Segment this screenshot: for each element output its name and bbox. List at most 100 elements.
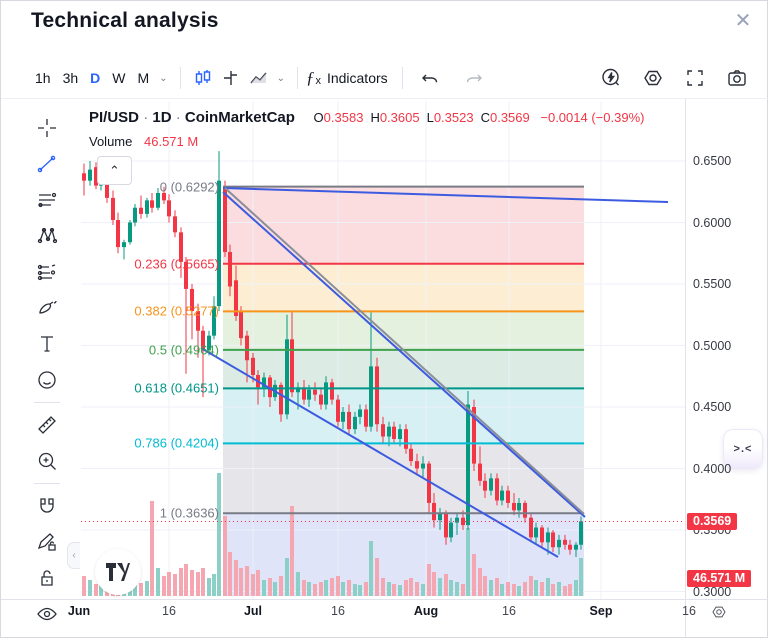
volume-bar <box>207 578 211 596</box>
lock-all-tool-icon[interactable] <box>30 561 64 595</box>
trend-line-drawing[interactable] <box>222 187 669 203</box>
volume-legend: Volume 46.571 M <box>89 134 198 149</box>
fib-label-0: 0 (0.6292) <box>159 179 219 195</box>
fib-retracement-tool-icon[interactable] <box>30 183 64 217</box>
magnet-tool-icon[interactable] <box>30 489 64 523</box>
fullscreen-icon[interactable] <box>681 64 709 92</box>
candle <box>432 502 436 521</box>
volume-bar <box>540 582 544 596</box>
volume-bar <box>512 584 516 596</box>
candle <box>128 222 132 243</box>
candle <box>557 539 561 548</box>
minimize-widget-button[interactable]: >.< <box>723 429 763 469</box>
volume-bar <box>223 516 227 596</box>
interval-chevron-icon[interactable]: ⌄ <box>159 72 168 84</box>
volume-label: Volume <box>89 134 133 149</box>
volume-bar <box>409 578 413 596</box>
crosshair-tool-icon[interactable] <box>30 111 64 145</box>
volume-bar <box>256 570 260 596</box>
trend-line-tool-icon[interactable] <box>30 147 64 181</box>
candle <box>179 232 183 262</box>
drawing-lock-tool-icon[interactable] <box>30 525 64 559</box>
volume-bar <box>296 572 300 596</box>
xabcd-pattern-tool-icon[interactable] <box>30 219 64 253</box>
fib-band <box>223 263 584 312</box>
candle <box>369 366 373 427</box>
brush-tool-icon[interactable] <box>30 291 64 325</box>
fib-band <box>223 311 584 350</box>
candle <box>279 384 283 415</box>
zoom-in-tool-icon[interactable] <box>30 444 64 478</box>
redo-icon[interactable] <box>459 64 487 92</box>
trend-line-drawing[interactable] <box>224 187 585 515</box>
interval-button-d[interactable]: D <box>90 70 101 86</box>
text-tool-icon[interactable] <box>30 327 64 361</box>
candle <box>319 394 323 405</box>
candle <box>162 192 166 201</box>
collapse-drawing-toolbar-icon[interactable]: ‹ <box>67 542 80 569</box>
bar-change-icon[interactable] <box>217 64 245 92</box>
emoji-tool-icon[interactable] <box>30 363 64 397</box>
candle <box>483 480 487 491</box>
candle <box>307 389 311 400</box>
volume-bar <box>461 584 465 596</box>
price-tick-label: 0.5000 <box>693 338 732 353</box>
undo-icon[interactable] <box>417 64 445 92</box>
interval-button-1h[interactable]: 1h <box>35 70 51 86</box>
interval-button-w[interactable]: W <box>112 70 126 86</box>
volume-bar <box>330 578 334 596</box>
fib-band <box>223 443 584 514</box>
style-chevron-icon[interactable]: ⌄ <box>276 72 285 84</box>
volume-bar <box>319 582 323 596</box>
time-tick-label: Jul <box>243 604 263 618</box>
modal-title: Technical analysis <box>31 9 219 32</box>
time-tick-label: Aug <box>413 604 439 618</box>
fib-label-0.382: 0.382 (0.5277) <box>134 303 219 319</box>
candlestick-style-icon[interactable] <box>189 64 217 92</box>
interval-button-m[interactable]: M <box>137 70 150 86</box>
volume-bar <box>307 582 311 596</box>
candle <box>534 527 538 538</box>
candle <box>94 167 98 186</box>
volume-bar <box>551 584 555 596</box>
axis-settings-icon[interactable] <box>707 601 731 623</box>
close-icon[interactable]: ✕ <box>734 10 752 32</box>
volume-bar <box>234 560 238 596</box>
forecast-tool-icon[interactable] <box>30 255 64 289</box>
volume-bar <box>184 564 188 596</box>
volume-bar <box>212 574 216 596</box>
volume-bar <box>150 501 154 596</box>
volume-bar <box>557 582 561 596</box>
volume-bar <box>201 568 205 596</box>
interval-button-3h[interactable]: 3h <box>62 70 79 86</box>
volume-bar <box>579 558 583 596</box>
alert-icon[interactable] <box>597 64 625 92</box>
volume-bar <box>369 541 373 596</box>
price-chart[interactable] <box>81 101 685 599</box>
fx-icon: ƒ <box>305 68 315 87</box>
hide-all-tool-icon[interactable] <box>30 597 64 631</box>
volume-bar <box>523 582 527 596</box>
candle <box>347 411 351 430</box>
volume-bar <box>444 574 448 596</box>
area-chart-icon[interactable] <box>245 64 273 92</box>
volume-bar <box>324 580 328 596</box>
trend-line-drawing[interactable] <box>200 347 559 558</box>
ruler-tool-icon[interactable] <box>30 408 64 442</box>
volume-bar <box>495 578 499 596</box>
candle <box>358 409 362 417</box>
candle <box>341 411 345 422</box>
settings-icon[interactable] <box>639 64 667 92</box>
candle <box>455 517 459 523</box>
volume-bar <box>500 584 504 596</box>
pane-collapse-button[interactable]: ⌃ <box>97 156 132 185</box>
tradingview-logo[interactable] <box>95 549 141 595</box>
camera-icon[interactable] <box>723 64 751 92</box>
drawing-toolbar <box>23 109 71 632</box>
volume-bar <box>302 580 306 596</box>
volume-bar <box>268 578 272 596</box>
candle <box>579 521 583 545</box>
trend-line-drawing[interactable] <box>222 191 586 518</box>
candle <box>415 461 419 469</box>
